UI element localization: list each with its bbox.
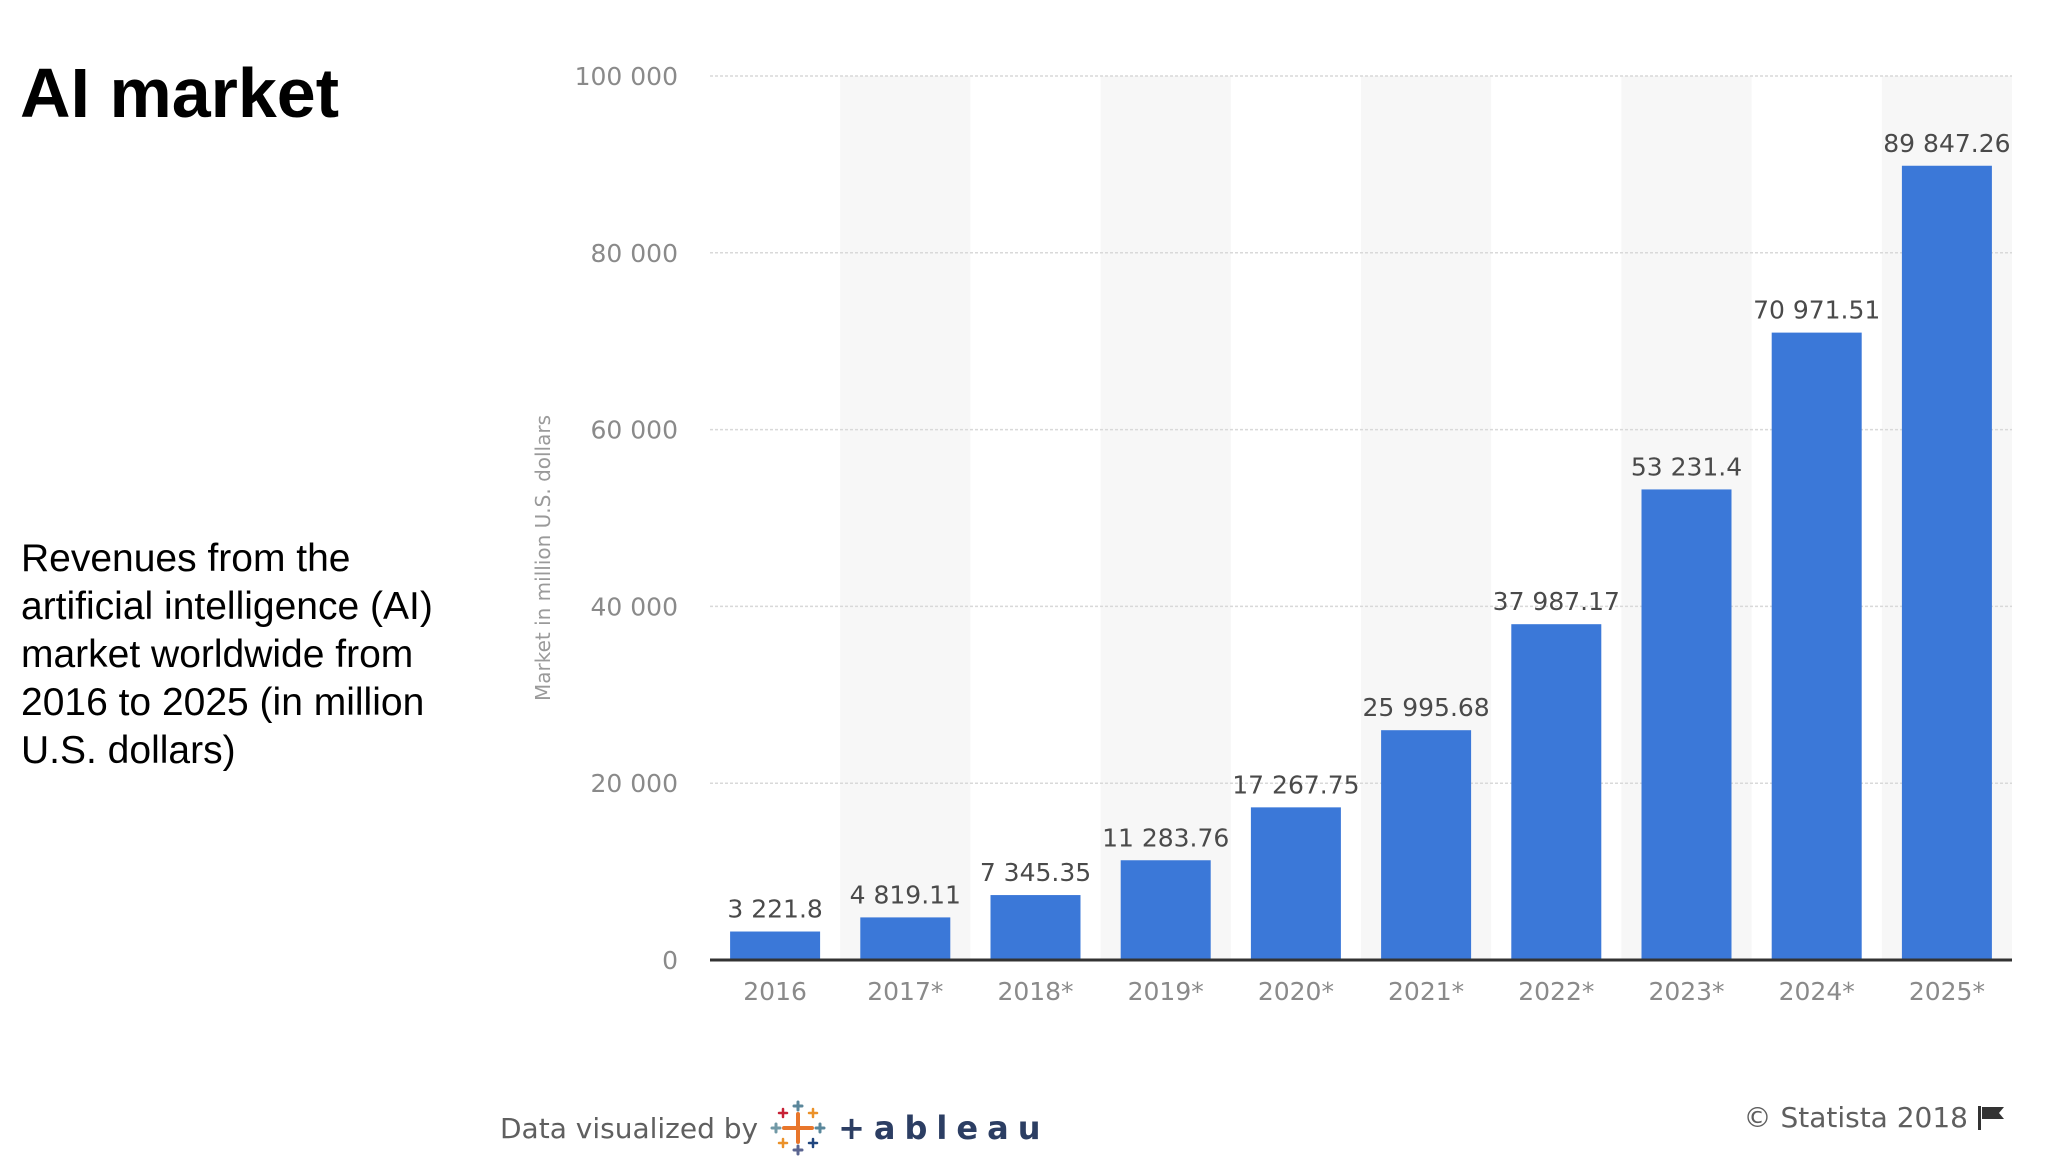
background-band [1100,76,1231,960]
y-tick-label: 40 000 [591,592,678,621]
slide-description: Revenues from the artificial intelligenc… [21,537,433,772]
bar [1771,332,1862,961]
y-tick-label: 100 000 [575,62,678,91]
background-band [840,76,971,960]
bar [1641,489,1732,960]
bar-value-label: 11 283.76 [1102,823,1229,852]
y-tick-label: 0 [662,946,678,975]
bar [1511,624,1602,960]
slide-title: AI market [20,54,340,132]
bar-value-label: 53 231.4 [1631,452,1742,481]
visualized-by-label: Data visualized by [500,1111,759,1145]
y-axis-title: Market in million U.S. dollars [531,415,555,701]
x-tick-label: 2016 [743,977,807,1006]
tableau-credit: Data visualized by +ableau [500,1100,1049,1156]
x-tick-label: 2024* [1779,977,1855,1006]
bar-value-label: 17 267.75 [1232,770,1359,799]
statista-credit: © Statista 2018 [1744,1101,2006,1134]
bar-value-label: 89 847.26 [1883,129,2010,158]
bar [1120,860,1211,960]
y-tick-label: 20 000 [591,769,678,798]
bar-value-label: 37 987.17 [1493,587,1620,616]
x-tick-label: 2025* [1909,977,1985,1006]
bar [1381,730,1472,960]
bar [1901,165,1992,960]
bar [1250,807,1341,960]
bar [990,895,1081,960]
bar-value-label: 25 995.68 [1362,693,1489,722]
x-tick-label: 2019* [1128,977,1204,1006]
bar-value-label: 4 819.11 [850,880,961,909]
x-tick-label: 2017* [867,977,943,1006]
x-tick-label: 2018* [997,977,1073,1006]
bar-value-label: 3 221.8 [727,895,822,924]
bar-value-label: 70 971.51 [1753,296,1880,325]
tableau-logo-text: +ableau [838,1109,1050,1147]
flag-icon [1978,1105,2004,1130]
bar [730,931,821,960]
tableau-cross-icon [770,1100,826,1156]
bar-value-label: 7 345.35 [980,858,1091,887]
y-tick-label: 60 000 [591,416,678,445]
bar [860,917,951,960]
y-tick-label: 80 000 [591,239,678,268]
x-tick-label: 2023* [1648,977,1724,1006]
x-tick-label: 2022* [1518,977,1594,1006]
bar-chart: 0 20 000 40 000 60 000 80 000 100 000 Market i… [531,62,2012,1006]
x-tick-label: 2020* [1258,977,1334,1006]
x-tick-label: 2021* [1388,977,1464,1006]
copyright-text: © Statista 2018 [1743,1101,1968,1134]
